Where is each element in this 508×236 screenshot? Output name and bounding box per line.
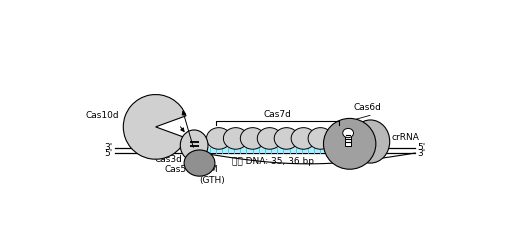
Text: Cas6d: Cas6d [354,103,382,112]
Ellipse shape [184,150,215,176]
Text: 5': 5' [104,148,112,158]
Wedge shape [123,95,186,159]
Ellipse shape [180,130,208,161]
Ellipse shape [308,128,333,149]
Ellipse shape [324,118,376,169]
Bar [206,148,340,153]
Text: Cas7d: Cas7d [263,110,291,119]
Ellipse shape [257,128,282,149]
Bar [345,132,351,146]
Text: crRNA: crRNA [391,133,419,142]
Ellipse shape [240,128,265,149]
Ellipse shape [224,128,248,149]
Text: Cas3d: Cas3d [155,155,182,164]
Text: 3': 3' [104,143,112,152]
Ellipse shape [274,128,299,149]
Ellipse shape [351,120,390,163]
Text: 5': 5' [418,143,426,152]
Ellipse shape [206,128,231,149]
Text: 標的 DNA: 35, 36 bp: 標的 DNA: 35, 36 bp [232,157,314,166]
Text: PAM
(GTH): PAM (GTH) [199,165,225,185]
Bar [189,141,199,143]
Text: 3': 3' [418,148,426,158]
Text: Cas10d: Cas10d [86,111,119,120]
Text: Cas5d: Cas5d [165,165,193,174]
Ellipse shape [291,128,316,149]
Bar [189,145,199,147]
Ellipse shape [343,128,354,138]
